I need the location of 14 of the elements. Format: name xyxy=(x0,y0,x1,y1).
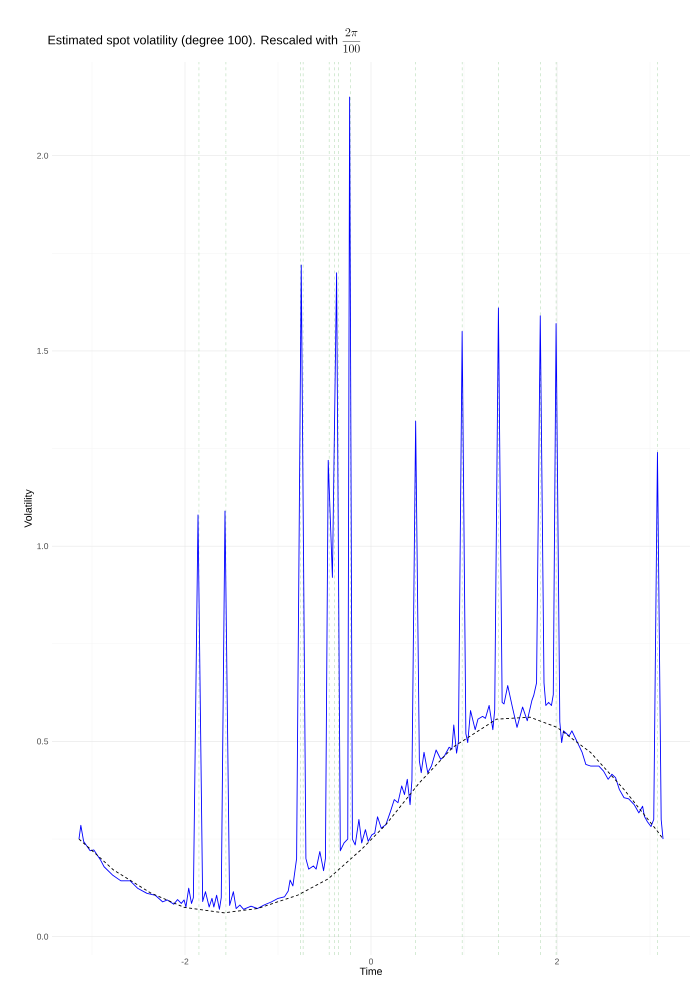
x-tick-label: 0 xyxy=(368,958,374,965)
y-axis-title: Volatility xyxy=(24,489,34,528)
line-series xyxy=(78,96,664,910)
chart-title: Estimated spot volatility (degree 100). Rescaled with xyxy=(48,35,338,47)
y-tick-label: 0.5 xyxy=(37,738,48,744)
y-tick-label: 0.0 xyxy=(37,934,48,940)
x-axis-title: Time xyxy=(360,967,382,976)
text: $\frac{2\pi}{100}$ xyxy=(342,28,360,53)
line-series xyxy=(78,716,664,914)
y-tick-label: 1.0 xyxy=(37,543,48,550)
y-tick-label: 1.5 xyxy=(37,348,48,354)
y-tick-label: 2.0 xyxy=(37,152,48,159)
x-tick-label: -2 xyxy=(182,958,188,964)
x-tick-label: 2 xyxy=(555,958,559,964)
